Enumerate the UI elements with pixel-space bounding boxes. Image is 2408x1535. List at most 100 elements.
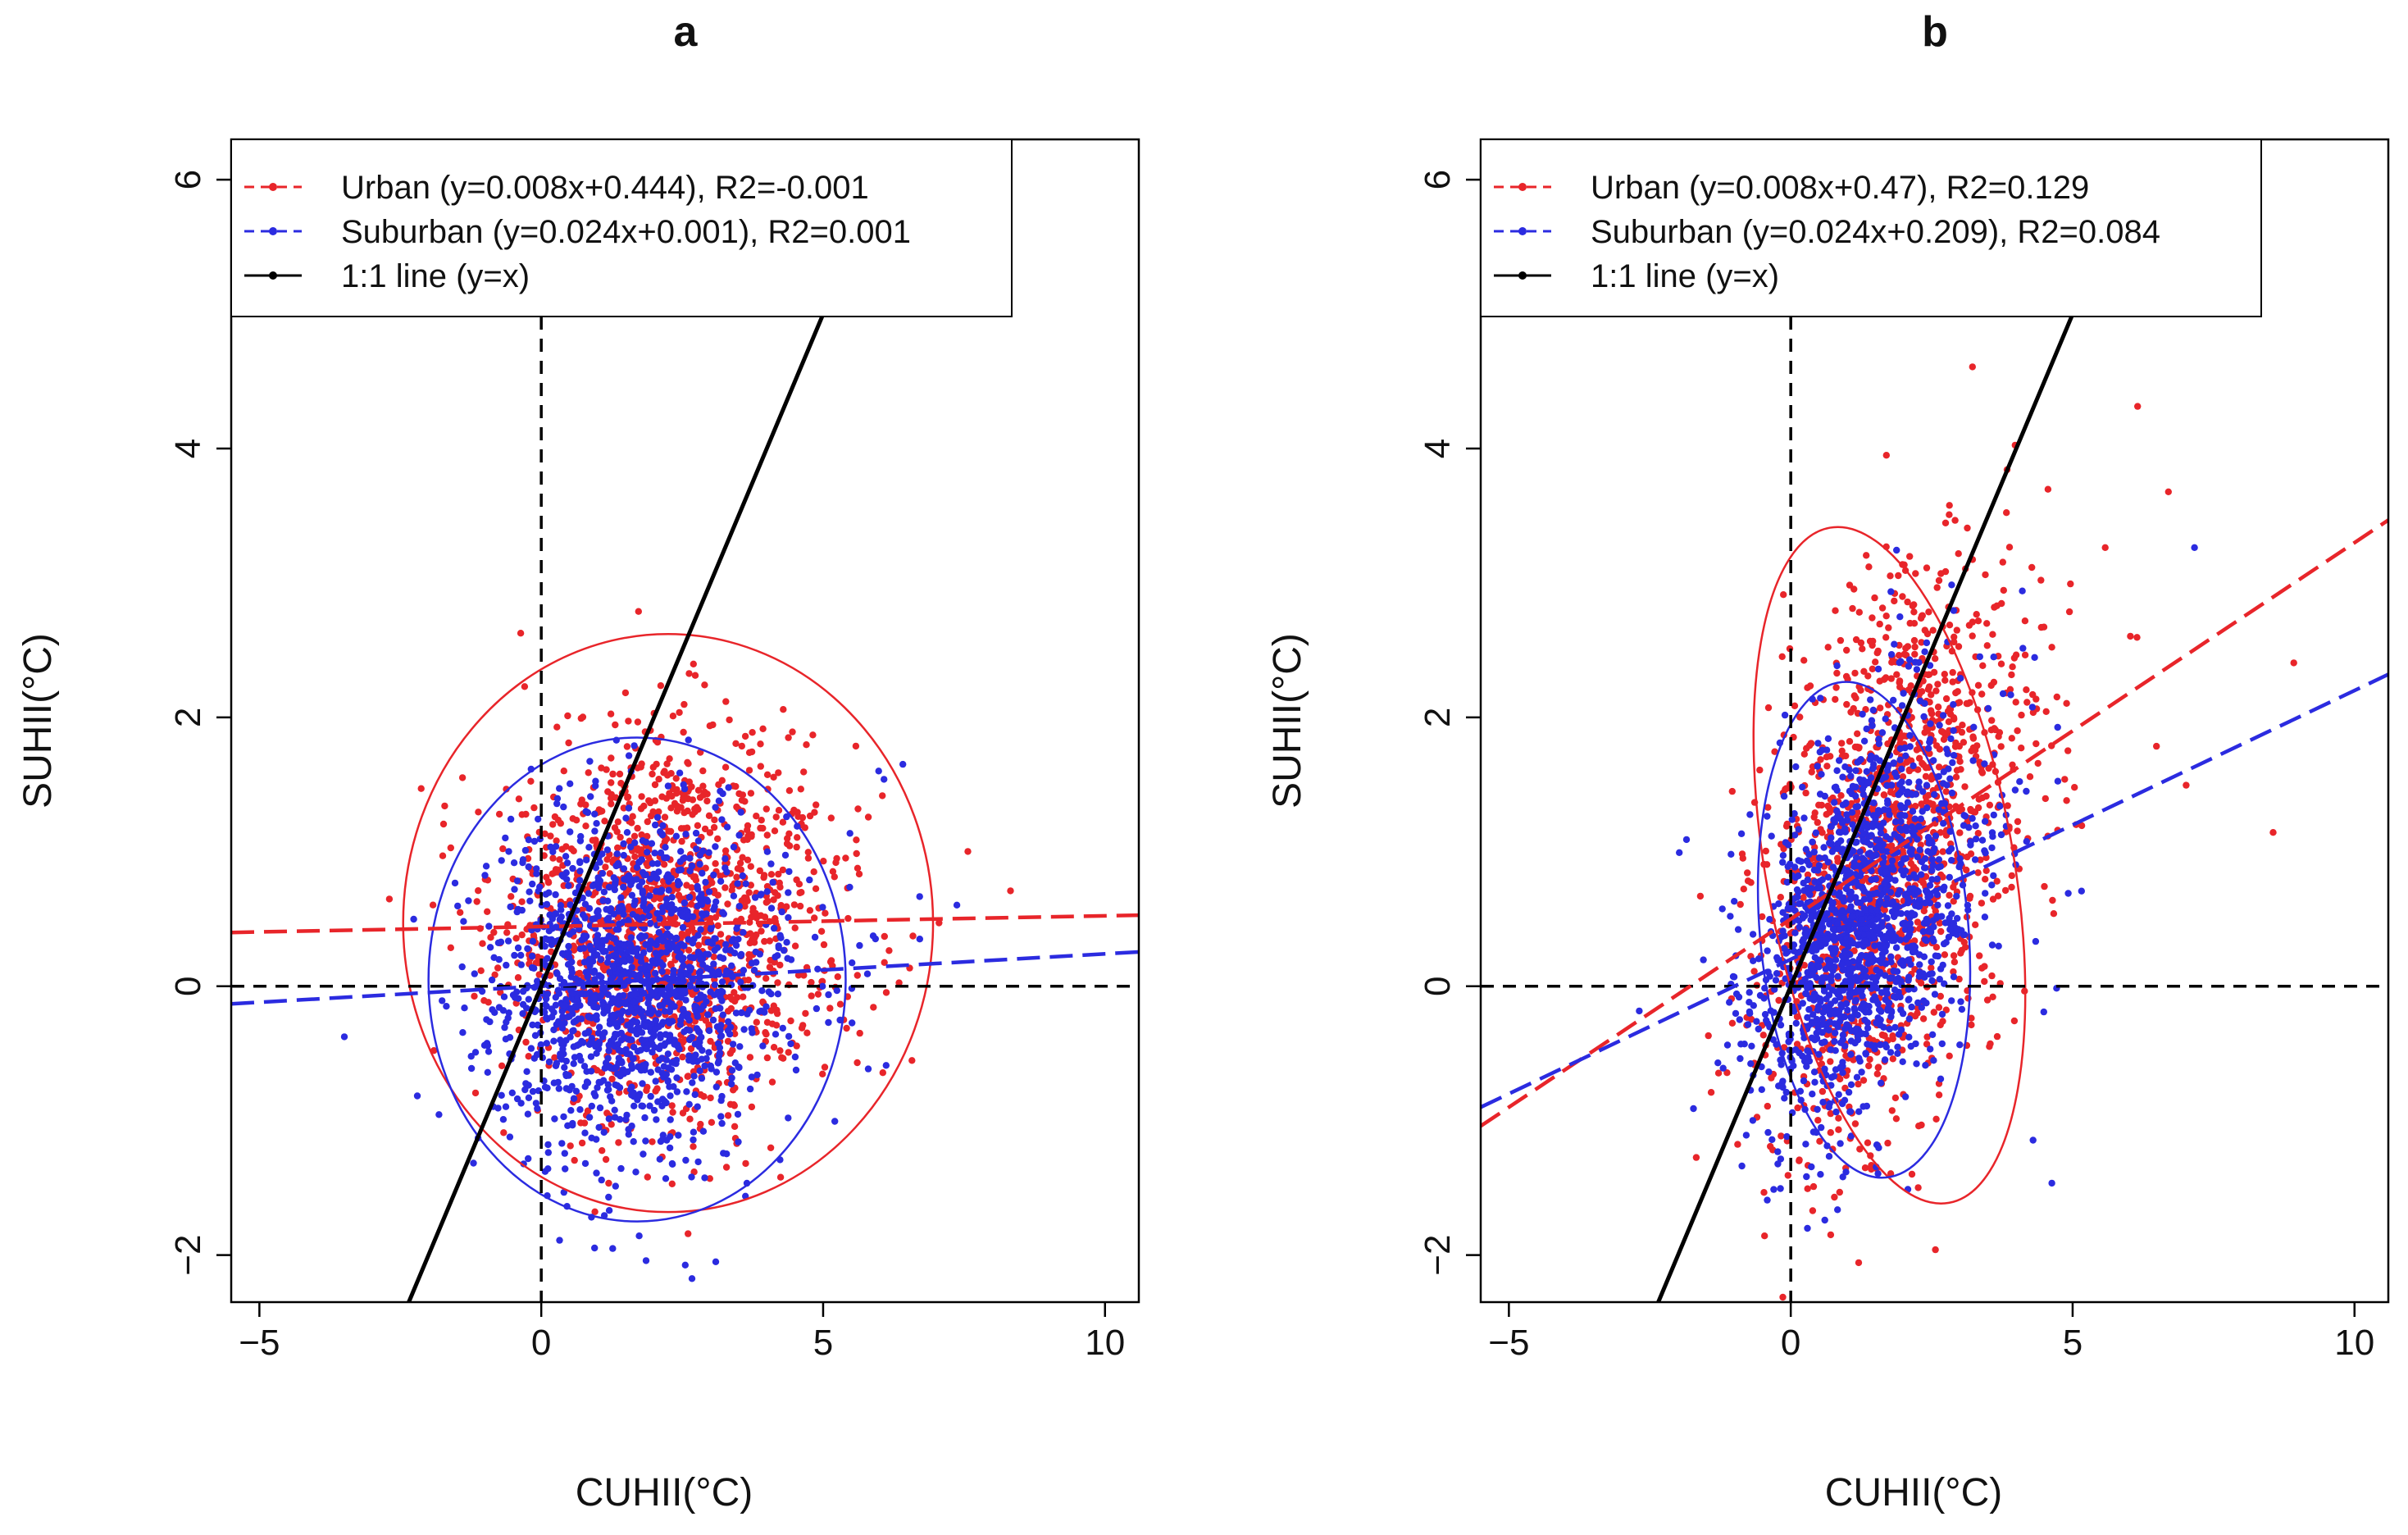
panel-b-urban-point: [1869, 804, 1877, 812]
panel-a-suburban-point: [737, 950, 745, 959]
panel-b-urban-point: [2071, 784, 2078, 791]
panel-a-urban-point: [608, 800, 615, 808]
panel-a-suburban-point: [719, 790, 726, 798]
panel-a-urban-point: [712, 913, 720, 922]
panel-a-urban-point: [663, 760, 671, 768]
panel-b-urban-point: [1874, 1064, 1882, 1072]
panel-a-suburban-point: [595, 1023, 603, 1031]
panel-b-urban-point: [1951, 743, 1960, 750]
panel-a-suburban-point: [558, 1024, 567, 1032]
panel-a-suburban-point: [594, 1084, 601, 1091]
panel-a-urban-point: [772, 813, 780, 821]
panel-a-suburban-point: [667, 902, 676, 909]
panel-b-suburban-point: [1766, 916, 1773, 923]
panel-a-suburban-point: [566, 931, 574, 938]
panel-a-suburban-point: [587, 1068, 595, 1075]
panel-a-suburban-point: [608, 974, 616, 982]
panel-a-urban-point: [1007, 887, 1014, 895]
panel-b-suburban-point: [1914, 853, 1921, 861]
panel-a-suburban-point: [649, 860, 657, 868]
panel-a-suburban-point: [635, 1232, 643, 1240]
panel-a-suburban-point: [544, 991, 551, 998]
panel-a-suburban-point: [916, 893, 923, 900]
panel-a-urban-point: [638, 831, 645, 839]
panel-a-suburban-point: [717, 1022, 725, 1029]
panel-a-suburban-point: [690, 936, 698, 943]
panel-a-urban-point: [553, 837, 560, 845]
panel-b-urban-point: [2029, 690, 2037, 699]
panel-a-suburban-point: [609, 962, 617, 970]
panel-b-urban-point: [1973, 611, 1980, 618]
panel-a-suburban-point: [620, 840, 627, 848]
panel-a-suburban-point: [718, 816, 726, 823]
panel-a-suburban-point: [576, 1052, 583, 1060]
panel-a-suburban-point: [735, 1064, 743, 1071]
panel-a-urban-point: [530, 804, 538, 812]
panel-a-suburban-point: [605, 1193, 612, 1201]
panel-a-suburban-point: [634, 945, 641, 953]
panel-b-urban-point: [1946, 622, 1954, 629]
panel-a-urban-point: [853, 1059, 861, 1067]
panel-a-suburban-point: [647, 1092, 654, 1100]
panel-a-urban-point: [744, 827, 751, 834]
panel-a-urban-ellipse: [402, 633, 935, 1214]
panel-b-urban-point: [1865, 563, 1873, 571]
panel-a-suburban-point: [698, 890, 705, 898]
panel-a-suburban-point: [677, 848, 685, 855]
panel-a-urban-point: [745, 767, 753, 774]
panel-b-suburban-point: [1737, 1054, 1744, 1063]
panel-b-urban-point: [1824, 802, 1832, 810]
panel-b-suburban-point: [1925, 745, 1932, 752]
panel-a-suburban-point: [567, 1033, 574, 1041]
panel-a-suburban-point: [624, 873, 632, 881]
panel-b-suburban-point: [1727, 850, 1735, 859]
panel-a-suburban-point: [566, 954, 573, 961]
panel-a-points: [340, 608, 1014, 1282]
panel-b-urban-point: [1951, 638, 1958, 646]
panel-a-suburban-point: [513, 877, 521, 885]
panel-a-urban-point: [579, 713, 587, 721]
panel-b-urban-point: [1941, 951, 1949, 959]
panel-b-suburban-point: [1927, 720, 1934, 727]
panel-a-suburban-point: [591, 810, 599, 818]
panel-b-urban-point: [1983, 996, 1991, 1004]
panel-a-suburban-point: [555, 1019, 563, 1027]
panel-b-urban-point: [1974, 830, 1982, 837]
panel-a-urban-point: [711, 889, 718, 897]
panel-a-suburban-point: [864, 1065, 872, 1073]
panel-b-urban-point: [1884, 1139, 1891, 1147]
panel-a-urban-point: [935, 919, 943, 927]
panel-a-urban-point: [644, 832, 651, 840]
panel-a-suburban-point: [659, 822, 667, 829]
panel-a-suburban-point: [705, 888, 713, 895]
panel-a-urban-point: [856, 1029, 863, 1037]
panel-a-suburban-point: [678, 988, 685, 995]
panel-a-urban-point: [749, 729, 756, 736]
panel-a-suburban-point: [620, 911, 627, 918]
panel-a-suburban-point: [649, 957, 656, 964]
panel-a-suburban-point: [673, 1088, 681, 1095]
panel-a-suburban-point: [690, 1136, 697, 1144]
panel-a-suburban-point: [511, 951, 518, 959]
panel-a-suburban-point: [670, 1083, 677, 1091]
panel-a-urban-point: [616, 770, 624, 778]
panel-a-urban-point: [731, 1123, 739, 1131]
panel-a-urban-point: [527, 777, 535, 785]
panel-a-suburban-point: [636, 1091, 644, 1098]
panel-a-suburban-point: [517, 951, 525, 959]
panel-a-urban-point: [669, 1109, 676, 1116]
panel-a-urban-point: [686, 1115, 694, 1123]
panel-a-urban-point: [638, 760, 645, 768]
panel-a-suburban-point: [591, 827, 599, 835]
panel-a-urban-point: [696, 794, 704, 801]
panel-a-suburban-point: [869, 932, 877, 940]
panel-a-suburban-point: [605, 932, 612, 940]
panel-a-suburban-point: [584, 808, 592, 817]
panel-a-urban-point: [785, 842, 794, 849]
panel-b-suburban-point: [1772, 977, 1780, 984]
panel-b-suburban-point: [1902, 936, 1910, 943]
panel-a-suburban-point: [637, 954, 644, 961]
panel-a-suburban-point: [584, 1079, 592, 1086]
panel-b-suburban-point: [1957, 998, 1964, 1005]
panel-a-urban-point: [681, 700, 688, 708]
